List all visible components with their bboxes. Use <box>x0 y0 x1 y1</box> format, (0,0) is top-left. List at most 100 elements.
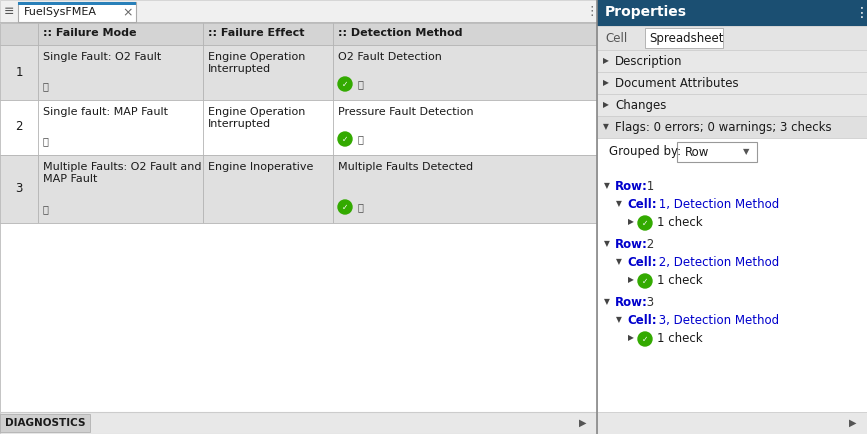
Text: ▼: ▼ <box>616 257 622 266</box>
Text: Row:: Row: <box>615 180 648 193</box>
FancyBboxPatch shape <box>645 28 723 48</box>
Text: ✓: ✓ <box>642 335 649 343</box>
Text: Multiple Faults Detected: Multiple Faults Detected <box>338 162 473 172</box>
Text: Row: Row <box>685 146 709 159</box>
Text: Engine Operation
Interrupted: Engine Operation Interrupted <box>208 107 305 129</box>
Text: Document Attributes: Document Attributes <box>615 77 739 90</box>
FancyBboxPatch shape <box>597 94 867 116</box>
FancyBboxPatch shape <box>38 45 203 100</box>
FancyBboxPatch shape <box>0 155 38 223</box>
FancyBboxPatch shape <box>0 414 90 432</box>
Text: :: Failure Mode: :: Failure Mode <box>43 28 136 38</box>
Text: Row:: Row: <box>615 296 648 309</box>
Text: Engine Inoperative: Engine Inoperative <box>208 162 313 172</box>
FancyBboxPatch shape <box>333 100 597 155</box>
Text: 1 check: 1 check <box>657 216 702 229</box>
FancyBboxPatch shape <box>333 155 597 223</box>
FancyBboxPatch shape <box>38 155 203 223</box>
Text: ▶: ▶ <box>628 276 634 285</box>
FancyBboxPatch shape <box>38 23 203 45</box>
FancyBboxPatch shape <box>38 100 203 155</box>
Text: ▼: ▼ <box>743 148 749 157</box>
FancyBboxPatch shape <box>0 22 597 23</box>
Circle shape <box>638 274 652 288</box>
Text: Grouped by:: Grouped by: <box>609 145 681 158</box>
Text: ⛓: ⛓ <box>43 81 49 91</box>
FancyBboxPatch shape <box>597 26 867 50</box>
FancyBboxPatch shape <box>203 100 333 155</box>
Text: ⛓: ⛓ <box>358 79 364 89</box>
FancyBboxPatch shape <box>0 223 597 412</box>
FancyBboxPatch shape <box>597 138 867 412</box>
Text: Properties: Properties <box>605 5 687 19</box>
Text: ▶: ▶ <box>603 56 609 66</box>
FancyBboxPatch shape <box>597 116 867 138</box>
Text: ▼: ▼ <box>616 316 622 325</box>
Text: Cell:: Cell: <box>627 198 656 211</box>
Text: ×: × <box>122 6 133 19</box>
Text: Cell:: Cell: <box>627 314 656 327</box>
Text: Pressure Fault Detection: Pressure Fault Detection <box>338 107 473 117</box>
FancyBboxPatch shape <box>18 2 136 22</box>
FancyBboxPatch shape <box>0 0 597 22</box>
FancyBboxPatch shape <box>203 23 333 45</box>
Text: ≡: ≡ <box>4 5 15 18</box>
Text: 1 check: 1 check <box>657 332 702 345</box>
Text: ⛓: ⛓ <box>358 134 364 144</box>
Text: 3, Detection Method: 3, Detection Method <box>655 314 779 327</box>
FancyBboxPatch shape <box>203 45 333 100</box>
Text: ▼: ▼ <box>604 181 610 191</box>
FancyBboxPatch shape <box>203 155 333 223</box>
Text: Description: Description <box>615 55 682 68</box>
Text: 3: 3 <box>643 296 654 309</box>
Text: ▶: ▶ <box>628 333 634 342</box>
Text: 1: 1 <box>16 66 23 79</box>
FancyBboxPatch shape <box>333 23 597 45</box>
Text: ✓: ✓ <box>342 203 349 211</box>
Circle shape <box>638 332 652 346</box>
Text: ▼: ▼ <box>603 122 609 132</box>
Text: ⛓: ⛓ <box>43 204 49 214</box>
Text: Cell:: Cell: <box>627 256 656 269</box>
Text: 2: 2 <box>643 238 655 251</box>
Text: 2: 2 <box>16 121 23 134</box>
Text: ▶: ▶ <box>603 79 609 88</box>
FancyBboxPatch shape <box>0 23 38 45</box>
Text: ▶: ▶ <box>579 418 587 428</box>
FancyBboxPatch shape <box>0 45 38 100</box>
FancyBboxPatch shape <box>597 0 867 26</box>
Text: Multiple Faults: O2 Fault and
MAP Fault: Multiple Faults: O2 Fault and MAP Fault <box>43 162 201 184</box>
Text: Engine Operation
Interrupted: Engine Operation Interrupted <box>208 52 305 74</box>
Text: FuelSysFMEA: FuelSysFMEA <box>24 7 97 17</box>
Text: :: Detection Method: :: Detection Method <box>338 28 462 38</box>
Circle shape <box>338 200 352 214</box>
Text: ✓: ✓ <box>342 135 349 144</box>
Text: ⛓: ⛓ <box>358 202 364 212</box>
Text: DIAGNOSTICS: DIAGNOSTICS <box>5 418 86 428</box>
Text: ▶: ▶ <box>850 418 857 428</box>
Text: ⋮: ⋮ <box>585 5 597 18</box>
Text: Changes: Changes <box>615 99 667 112</box>
Text: ▼: ▼ <box>604 297 610 306</box>
FancyBboxPatch shape <box>597 0 867 434</box>
Text: O2 Fault Detection: O2 Fault Detection <box>338 52 442 62</box>
Text: 2, Detection Method: 2, Detection Method <box>655 256 779 269</box>
FancyBboxPatch shape <box>597 50 867 72</box>
Circle shape <box>338 132 352 146</box>
FancyBboxPatch shape <box>18 2 136 5</box>
Text: Cell: Cell <box>605 32 627 45</box>
Text: ▶: ▶ <box>628 217 634 227</box>
FancyBboxPatch shape <box>597 412 867 434</box>
Text: ▼: ▼ <box>604 240 610 249</box>
Text: :: Failure Effect: :: Failure Effect <box>208 28 304 38</box>
Text: Row:: Row: <box>615 238 648 251</box>
Text: Flags: 0 errors; 0 warnings; 3 checks: Flags: 0 errors; 0 warnings; 3 checks <box>615 121 831 134</box>
Text: ✓: ✓ <box>642 218 649 227</box>
Text: 1: 1 <box>643 180 655 193</box>
Text: Single Fault: O2 Fault: Single Fault: O2 Fault <box>43 52 161 62</box>
Text: 1, Detection Method: 1, Detection Method <box>655 198 779 211</box>
Text: 1 check: 1 check <box>657 274 702 287</box>
Text: ✓: ✓ <box>342 79 349 89</box>
Text: ⋮: ⋮ <box>855 6 867 20</box>
Text: ▼: ▼ <box>616 200 622 208</box>
